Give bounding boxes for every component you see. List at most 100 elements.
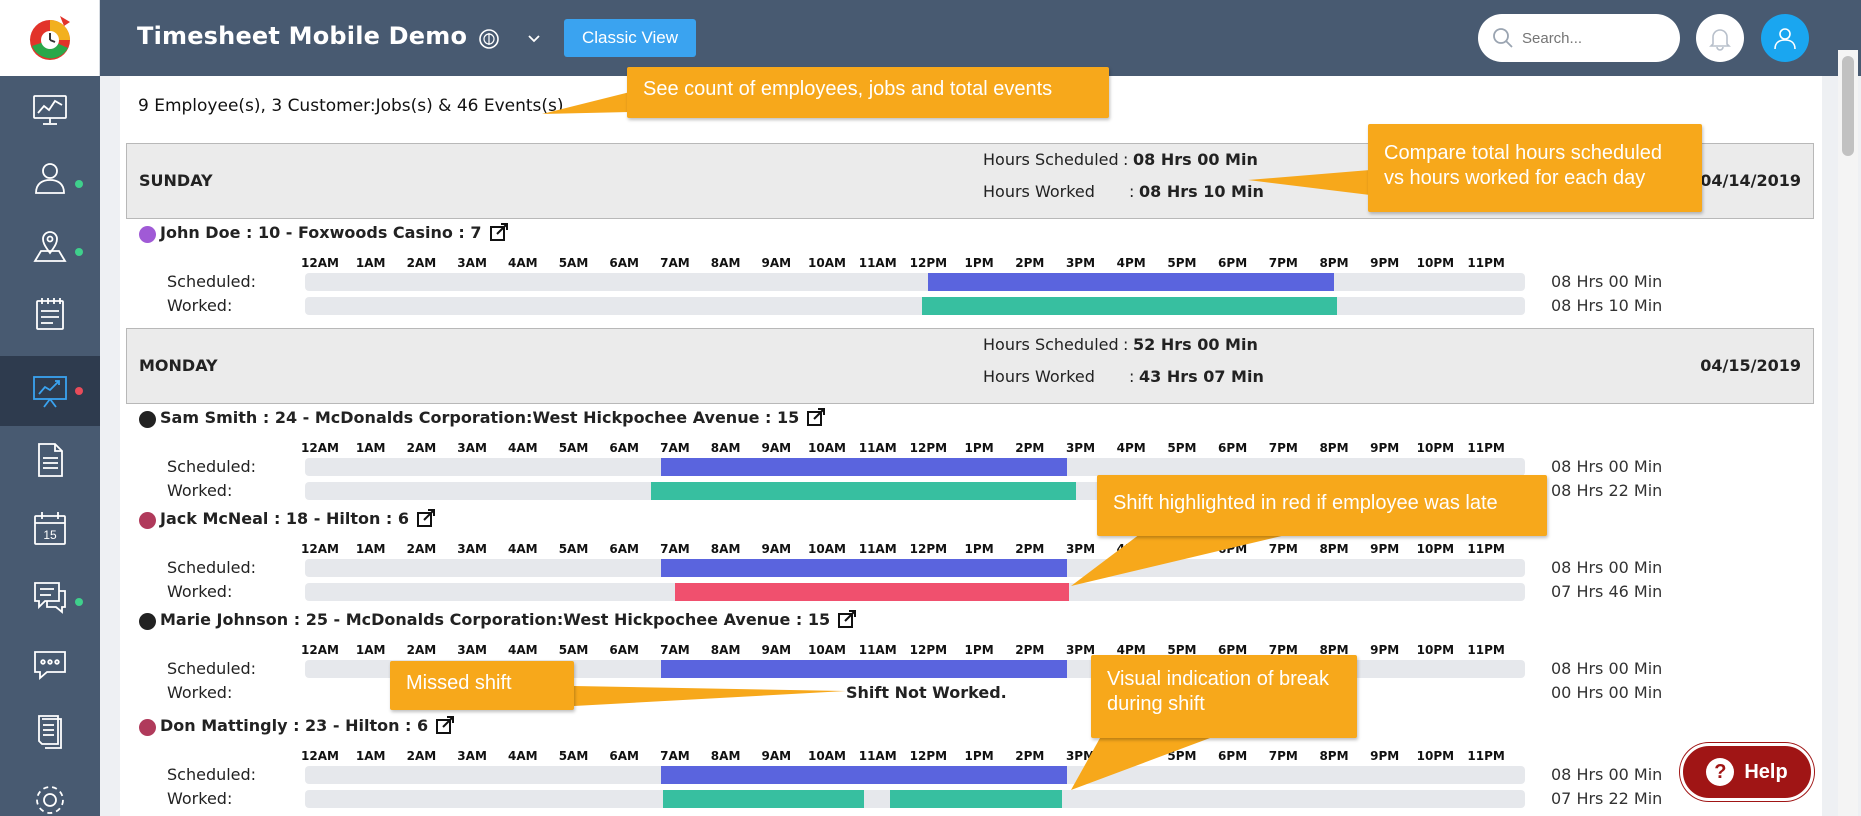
hour-label: 7AM xyxy=(660,749,690,763)
monitor-chart-icon xyxy=(33,95,67,125)
scrollbar[interactable] xyxy=(1838,50,1858,816)
notepad-icon xyxy=(36,298,64,330)
hour-label: 12PM xyxy=(909,542,948,556)
callout-break: Visual indication of break during shift xyxy=(1091,655,1357,738)
employee-color-dot xyxy=(139,719,156,736)
hour-label: 11PM xyxy=(1467,749,1505,763)
scheduled-duration: 08 Hrs 00 Min xyxy=(1551,457,1663,476)
worked-bar[interactable] xyxy=(889,790,1063,808)
day-date: 04/15/2019 xyxy=(1700,356,1801,375)
hour-label: 3AM xyxy=(457,542,487,556)
notifications-button[interactable] xyxy=(1696,14,1744,62)
worked-duration: 08 Hrs 22 Min xyxy=(1551,481,1663,500)
worked-label: Worked: xyxy=(167,683,233,702)
scheduled-bar[interactable] xyxy=(660,458,1068,476)
hour-label: 10PM xyxy=(1416,643,1455,657)
colon: : xyxy=(1123,335,1129,354)
scheduled-label: Scheduled: xyxy=(167,558,257,577)
employee-color-dot xyxy=(139,226,156,243)
worked-bar[interactable] xyxy=(650,482,1077,500)
logo-icon xyxy=(29,16,70,60)
scheduled-bar[interactable] xyxy=(927,273,1335,291)
sidebar-item-employees[interactable] xyxy=(0,144,100,212)
external-link-icon[interactable] xyxy=(435,715,455,735)
colon: : xyxy=(1129,367,1135,386)
callout-compare-line1: Compare total hours scheduled xyxy=(1384,142,1662,164)
hour-label: 4PM xyxy=(1116,643,1146,657)
hour-label: 9AM xyxy=(761,542,792,556)
sidebar-item-chat[interactable] xyxy=(0,630,100,698)
hour-label: 10AM xyxy=(808,643,846,657)
hour-label: 4PM xyxy=(1116,441,1146,455)
sidebar-item-documents[interactable] xyxy=(0,426,100,494)
app-logo[interactable] xyxy=(0,0,100,76)
hour-label: 9PM xyxy=(1370,542,1400,556)
worked-bar[interactable] xyxy=(921,297,1337,315)
hour-label: 4AM xyxy=(508,643,538,657)
scheduled-track xyxy=(305,273,1525,291)
external-link-icon[interactable] xyxy=(416,508,436,528)
sidebar: 15 xyxy=(0,0,100,816)
late-worked-bar[interactable] xyxy=(674,583,1069,601)
scheduled-bar[interactable] xyxy=(660,766,1068,784)
sidebar-item-job-sites[interactable] xyxy=(0,212,100,280)
hour-label: 11AM xyxy=(858,441,897,455)
dollar-coin-icon[interactable] xyxy=(477,27,501,51)
hour-label: 6AM xyxy=(609,643,639,657)
hour-label: 8PM xyxy=(1319,256,1349,270)
classic-view-button[interactable]: Classic View xyxy=(564,19,696,57)
hours-worked-value: 08 Hrs 10 Min xyxy=(1139,182,1264,201)
external-link-icon[interactable] xyxy=(806,407,826,427)
scheduled-bar[interactable] xyxy=(660,559,1068,577)
chevron-down-icon[interactable] xyxy=(527,32,541,46)
worked-track xyxy=(305,297,1525,315)
callout-late-text: Shift highlighted in red if employee was… xyxy=(1113,492,1498,514)
hour-label: 11AM xyxy=(858,256,897,270)
hour-label: 8PM xyxy=(1319,441,1349,455)
hour-label: 10PM xyxy=(1416,441,1455,455)
hour-label: 11PM xyxy=(1467,542,1505,556)
hour-label: 8AM xyxy=(710,441,741,455)
worked-duration: 07 Hrs 22 Min xyxy=(1551,789,1663,808)
sidebar-item-timesheets[interactable] xyxy=(0,280,100,348)
scrollbar-thumb[interactable] xyxy=(1842,56,1854,156)
hours-worked-label: Hours Worked xyxy=(983,182,1095,201)
chat-bubbles-icon xyxy=(34,582,66,614)
worked-label: Worked: xyxy=(167,481,233,500)
sidebar-item-calendar[interactable]: 15 xyxy=(0,494,100,562)
callout-compare-line2: vs hours worked for each day xyxy=(1384,167,1646,189)
hour-label: 9PM xyxy=(1370,441,1400,455)
hour-label: 4AM xyxy=(508,749,538,763)
hour-label: 12PM xyxy=(909,643,948,657)
callout-compare: Compare total hours scheduled vs hours w… xyxy=(1368,124,1702,212)
profile-button[interactable] xyxy=(1761,14,1809,62)
external-link-icon[interactable] xyxy=(489,222,509,242)
hour-label: 4AM xyxy=(508,542,538,556)
hour-label: 7PM xyxy=(1268,643,1298,657)
hour-label: 10PM xyxy=(1416,256,1455,270)
hour-label: 7PM xyxy=(1268,749,1298,763)
sidebar-item-settings[interactable] xyxy=(0,766,100,816)
hour-label: 1PM xyxy=(964,441,994,455)
hour-label: 6AM xyxy=(609,256,639,270)
hour-label: 6AM xyxy=(609,749,639,763)
sidebar-item-dashboard[interactable] xyxy=(0,76,100,144)
employee-color-dot xyxy=(139,613,156,630)
sidebar-item-forms[interactable] xyxy=(0,698,100,766)
scheduled-bar[interactable] xyxy=(660,660,1068,678)
sidebar-item-reports[interactable] xyxy=(0,356,100,426)
hour-label: 2AM xyxy=(406,256,437,270)
worked-bar[interactable] xyxy=(663,790,865,808)
external-link-icon[interactable] xyxy=(837,609,857,629)
search-box[interactable] xyxy=(1478,14,1680,62)
hours-worked-label: Hours Worked xyxy=(983,367,1095,386)
callout-count-text: See count of employees, jobs and total e… xyxy=(643,78,1053,100)
sidebar-item-messages[interactable] xyxy=(0,562,100,630)
map-pin-icon xyxy=(33,231,67,262)
hour-label: 1PM xyxy=(964,643,994,657)
hour-label: 5AM xyxy=(558,643,589,657)
hour-label: 6PM xyxy=(1218,542,1248,556)
help-button[interactable]: ? Help xyxy=(1680,743,1814,801)
search-input[interactable] xyxy=(1522,29,1662,47)
hour-label: 6PM xyxy=(1218,749,1248,763)
